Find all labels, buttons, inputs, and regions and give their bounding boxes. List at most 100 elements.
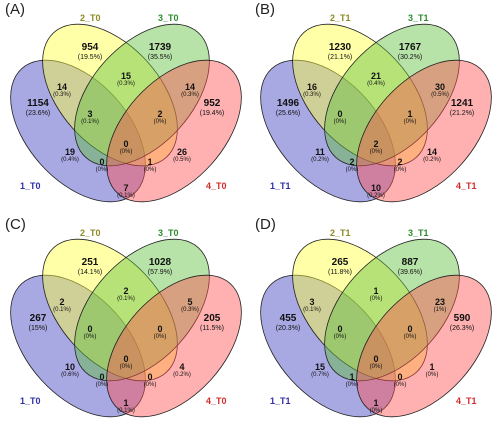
venn-panel-3: (C) 1_T0 2_T0 3_T0 4_T0 267 (15%) 251 (14.1%) 102… bbox=[0, 215, 250, 430]
region-count: 3 bbox=[309, 297, 315, 308]
region-a24: 4 (0.2%) bbox=[173, 362, 191, 379]
region-a24: 1 (0%) bbox=[426, 362, 439, 379]
region-count: 455 bbox=[279, 313, 297, 325]
region-a134: 0 (0%) bbox=[95, 372, 109, 389]
region-count: 0 bbox=[147, 372, 153, 383]
region-percent: (39.6%) bbox=[397, 268, 423, 276]
region-a3: 1028 (57.9%) bbox=[148, 258, 173, 276]
region-a234: 0 (0%) bbox=[154, 324, 167, 341]
region-count: 887 bbox=[401, 257, 419, 269]
region-count: 1496 bbox=[276, 98, 300, 110]
set-label-2: 2_T0 bbox=[80, 228, 101, 238]
set-label-2: 2_T0 bbox=[80, 13, 101, 23]
set-label-4: 4_T0 bbox=[206, 181, 227, 191]
region-a123: 0 (0%) bbox=[84, 324, 97, 341]
venn-shapes bbox=[260, 23, 492, 203]
region-percent: (0%) bbox=[393, 167, 407, 174]
set-label-1: 1_T0 bbox=[20, 181, 41, 191]
panel-label: (B) bbox=[255, 1, 275, 18]
region-a2: 1230 (21.1%) bbox=[328, 43, 353, 61]
region-a4: 590 (26.3%) bbox=[450, 314, 475, 332]
region-percent: (0.3%) bbox=[117, 81, 135, 88]
region-a13: 11 (0.2%) bbox=[311, 147, 329, 164]
region-percent: (0%) bbox=[95, 167, 109, 174]
region-count: 1 bbox=[407, 109, 413, 120]
region-a12: 3 (0.1%) bbox=[303, 297, 321, 314]
set-label-1: 1_T1 bbox=[270, 181, 291, 191]
region-count: 0 bbox=[123, 354, 129, 365]
region-count: 1 bbox=[429, 362, 435, 373]
region-a123: 3 (0.1%) bbox=[81, 109, 99, 126]
set-label-4: 4_T1 bbox=[456, 396, 477, 406]
region-percent: (0.1%) bbox=[117, 296, 135, 303]
region-percent: (30.2%) bbox=[397, 53, 423, 61]
region-percent: (0.2%) bbox=[423, 157, 441, 164]
venn-shapes bbox=[10, 238, 242, 418]
region-percent: (0.1%) bbox=[117, 193, 135, 200]
region-count: 1767 bbox=[398, 42, 422, 54]
region-count: 0 bbox=[123, 139, 129, 150]
region-count: 0 bbox=[99, 157, 105, 168]
set-label-1: 1_T1 bbox=[270, 396, 291, 406]
region-a14: 7 (0.1%) bbox=[117, 183, 135, 200]
region-a1: 267 (15%) bbox=[29, 314, 48, 332]
region-a23: 1 (0%) bbox=[370, 286, 383, 303]
region-percent: (0%) bbox=[345, 382, 359, 389]
region-count: 2 bbox=[157, 109, 163, 120]
region-percent: (0%) bbox=[403, 119, 417, 126]
region-count: 590 bbox=[453, 313, 471, 325]
region-a1234: 0 (0%) bbox=[120, 139, 133, 156]
set-ellipse-1 bbox=[260, 59, 396, 203]
region-a124: 2 (0%) bbox=[393, 157, 407, 174]
set-ellipse-3 bbox=[74, 238, 210, 382]
region-percent: (35.5%) bbox=[147, 53, 173, 61]
region-percent: (0.2%) bbox=[311, 157, 329, 164]
region-count: 0 bbox=[373, 354, 379, 365]
region-count: 1 bbox=[123, 398, 129, 409]
region-percent: (0.1%) bbox=[117, 408, 135, 415]
region-percent: (15%) bbox=[28, 324, 48, 332]
panel-label: (C) bbox=[5, 216, 26, 233]
region-count: 0 bbox=[157, 324, 163, 335]
region-a34: 23 (1%) bbox=[434, 297, 447, 314]
region-a3: 1767 (30.2%) bbox=[398, 43, 423, 61]
region-percent: (0%) bbox=[369, 408, 383, 415]
region-percent: (0%) bbox=[369, 149, 383, 156]
region-percent: (23.6%) bbox=[25, 109, 51, 117]
set-label-3: 3_T1 bbox=[408, 228, 429, 238]
region-percent: (0%) bbox=[403, 334, 417, 341]
region-a123: 0 (0%) bbox=[334, 324, 347, 341]
region-percent: (0%) bbox=[153, 119, 167, 126]
set-label-2: 2_T1 bbox=[330, 13, 351, 23]
region-a12: 2 (0.1%) bbox=[53, 297, 71, 314]
set-label-3: 3_T0 bbox=[158, 228, 179, 238]
venn-panel-1: (A) 1_T0 2_T0 3_T0 4_T0 1154 (23.6%) 954 (19.5%)… bbox=[0, 0, 250, 215]
region-count: 1241 bbox=[450, 98, 474, 110]
region-percent: (20.3%) bbox=[275, 324, 301, 332]
region-count: 23 bbox=[434, 297, 446, 308]
region-a134: 1 (0%) bbox=[345, 372, 359, 389]
region-count: 1 bbox=[373, 398, 379, 409]
region-count: 0 bbox=[337, 109, 343, 120]
region-percent: (0.4%) bbox=[367, 81, 385, 88]
region-percent: (0.3%) bbox=[181, 307, 199, 314]
region-count: 1154 bbox=[27, 98, 49, 110]
region-percent: (0.3%) bbox=[181, 92, 199, 99]
region-a124: 0 (0%) bbox=[394, 372, 407, 389]
region-percent: (0.3%) bbox=[53, 92, 71, 99]
region-percent: (0%) bbox=[95, 382, 109, 389]
region-count: 14 bbox=[184, 82, 196, 93]
region-count: 2 bbox=[59, 297, 65, 308]
region-a124: 1 (0%) bbox=[144, 157, 157, 174]
region-a23: 21 (0.4%) bbox=[367, 71, 385, 88]
region-count: 2 bbox=[373, 139, 379, 150]
region-a14: 1 (0%) bbox=[369, 398, 383, 415]
region-percent: (26.3%) bbox=[449, 324, 475, 332]
region-count: 952 bbox=[203, 98, 221, 110]
region-count: 15 bbox=[120, 71, 132, 82]
region-a24: 26 (0.5%) bbox=[173, 147, 191, 164]
region-percent: (19.4%) bbox=[199, 109, 225, 117]
set-label-1: 1_T0 bbox=[20, 396, 41, 406]
region-a34: 30 (0.5%) bbox=[431, 82, 449, 99]
set-label-3: 3_T0 bbox=[158, 13, 179, 23]
